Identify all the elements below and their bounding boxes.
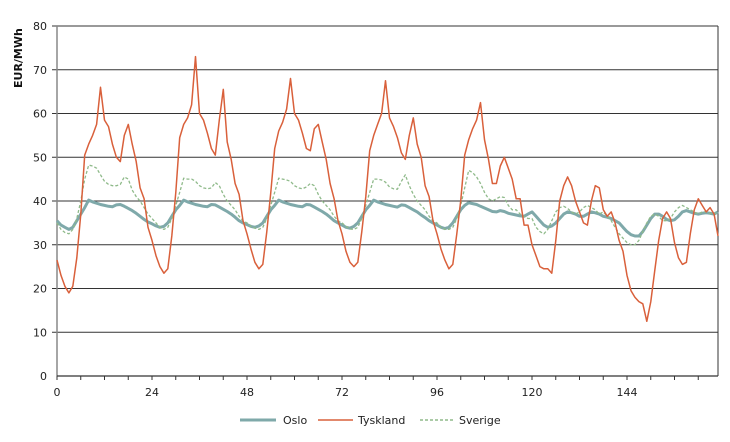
- series-line-oslo: [55, 198, 719, 238]
- series-lines: [55, 55, 719, 323]
- series-line-tyskland: [56, 55, 719, 323]
- x-tick-label: 24: [145, 386, 159, 399]
- x-tick-label: 120: [522, 386, 543, 399]
- y-tick-label: 50: [33, 151, 47, 164]
- x-tick-labels: 0 24 48 72 96 120 144: [54, 386, 638, 399]
- legend: Oslo Tyskland Sverige: [240, 414, 501, 427]
- series-line-sverige: [56, 164, 719, 246]
- legend-label-oslo: Oslo: [283, 414, 307, 427]
- y-tick-label: 0: [40, 370, 47, 383]
- x-tick-label: 96: [430, 386, 444, 399]
- y-tick-label: 10: [33, 326, 47, 339]
- x-tick-label: 144: [617, 386, 638, 399]
- y-tick-label: 20: [33, 283, 47, 296]
- y-axis-label: EUR/MWh: [12, 28, 25, 88]
- y-tick-label: 30: [33, 239, 47, 252]
- gridlines: [52, 25, 719, 380]
- y-tick-label: 80: [33, 20, 47, 33]
- legend-label-tyskland: Tyskland: [357, 414, 405, 427]
- x-tick-label: 72: [335, 386, 349, 399]
- y-tick-label: 60: [33, 108, 47, 121]
- y-tick-labels: 0 10 20 30 40 50 60 70 80: [33, 20, 47, 383]
- legend-label-sverige: Sverige: [459, 414, 501, 427]
- y-tick-label: 40: [33, 195, 47, 208]
- x-tick-label: 0: [54, 386, 61, 399]
- x-tick-label: 48: [240, 386, 254, 399]
- y-tick-label: 70: [33, 64, 47, 77]
